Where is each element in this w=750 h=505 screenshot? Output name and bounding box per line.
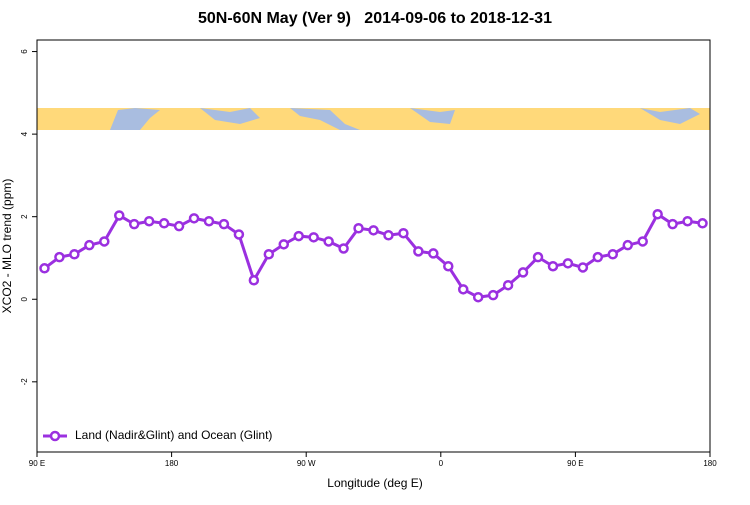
point	[652, 208, 663, 220]
point	[697, 218, 708, 229]
point	[84, 239, 95, 251]
point	[607, 249, 619, 260]
point	[293, 230, 304, 242]
x-tick-label: 180	[165, 459, 179, 468]
point	[637, 236, 648, 247]
point	[622, 239, 633, 251]
point	[248, 275, 260, 286]
point	[308, 232, 319, 243]
point	[368, 225, 379, 236]
point	[323, 236, 334, 247]
y-tick-label: 2	[20, 214, 29, 219]
x-tick-label: 90 E	[29, 459, 45, 468]
point	[428, 248, 439, 259]
x-axis-label: Longitude (deg E)	[327, 476, 422, 490]
point	[263, 249, 275, 260]
point	[547, 260, 559, 272]
point	[54, 251, 65, 263]
x-tick-label: 90 W	[297, 459, 316, 468]
point	[682, 215, 693, 227]
y-tick-label: 6	[20, 49, 29, 54]
point	[443, 260, 454, 272]
point	[128, 218, 140, 230]
point	[413, 246, 424, 257]
point	[233, 229, 245, 240]
point	[577, 262, 589, 273]
point	[338, 243, 349, 254]
point	[383, 230, 394, 241]
map-band	[37, 108, 710, 130]
point	[203, 215, 215, 227]
point	[173, 220, 185, 232]
x-tick-label: 90 E	[567, 459, 583, 468]
chart-title: 50N-60N May (Ver 9) 2014-09-06 to 2018-1…	[198, 10, 552, 27]
point	[457, 284, 469, 295]
point	[487, 289, 499, 301]
y-tick-label: -2	[20, 378, 29, 386]
point	[502, 279, 514, 291]
point	[99, 236, 110, 247]
plot-area	[39, 208, 708, 303]
point	[69, 249, 80, 260]
y-tick-label: 4	[20, 131, 29, 136]
y-axis-label: XCO2 - MLO trend (ppm)	[0, 179, 14, 314]
point	[562, 258, 574, 269]
point	[398, 227, 409, 239]
point	[517, 267, 529, 278]
point	[592, 251, 604, 263]
legend-marker	[49, 430, 61, 442]
x-tick-label: 180	[703, 459, 717, 468]
point	[218, 218, 230, 230]
point	[188, 213, 200, 224]
point	[114, 210, 125, 221]
point	[472, 291, 484, 303]
point	[353, 222, 364, 234]
point	[143, 215, 155, 227]
point	[278, 239, 290, 250]
point	[39, 263, 50, 274]
point	[532, 251, 544, 263]
plot-frame	[36, 39, 711, 453]
point	[158, 218, 170, 229]
legend-label: Land (Nadir&Glint) and Ocean (Glint)	[75, 428, 272, 442]
x-tick-label: 0	[439, 459, 444, 468]
point	[667, 218, 678, 230]
y-tick-label: 0	[20, 296, 29, 301]
